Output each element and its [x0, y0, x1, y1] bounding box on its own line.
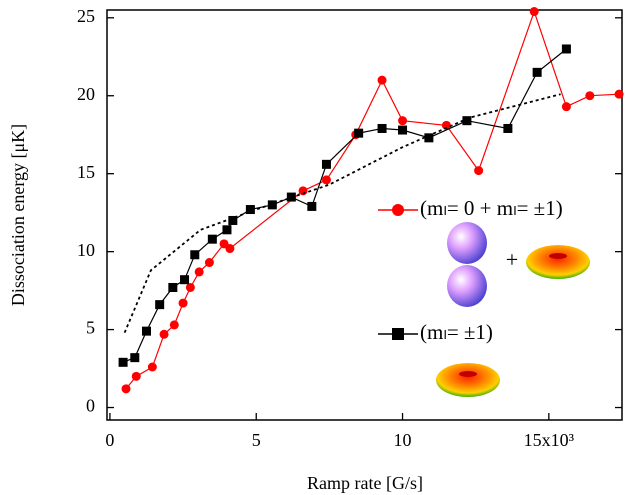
y-tick-label: 20 — [77, 84, 95, 104]
marker — [155, 300, 165, 310]
marker — [503, 123, 513, 133]
y-tick-label: 15 — [77, 162, 95, 182]
marker — [159, 329, 169, 339]
marker — [130, 353, 140, 363]
marker — [180, 275, 190, 285]
marker — [204, 258, 214, 268]
y-tick-label: 10 — [77, 240, 95, 260]
marker — [267, 200, 277, 210]
marker — [225, 244, 235, 254]
marker — [228, 215, 238, 225]
marker — [377, 75, 387, 85]
legend-label: (mₗ= ±1) — [420, 320, 493, 344]
series — [121, 7, 624, 394]
y-tick-label: 0 — [86, 396, 95, 416]
marker — [142, 326, 152, 336]
marker — [424, 133, 434, 143]
marker — [441, 120, 451, 130]
marker — [222, 225, 232, 235]
legend-entry: (mₗ= ±1) — [378, 320, 493, 344]
fit-line — [123, 93, 561, 334]
marker — [377, 123, 387, 133]
marker — [245, 205, 255, 215]
marker — [462, 116, 472, 126]
marker — [178, 298, 188, 308]
marker — [321, 175, 331, 185]
marker — [474, 166, 484, 176]
marker — [398, 116, 408, 126]
data-line — [125, 9, 620, 390]
y-tick-label: 5 — [86, 318, 95, 338]
marker — [194, 267, 204, 277]
series — [123, 93, 561, 334]
marker — [307, 201, 317, 211]
marker — [169, 320, 179, 330]
marker — [185, 282, 195, 292]
legend-marker — [392, 328, 404, 340]
marker — [207, 234, 217, 244]
marker — [561, 102, 571, 112]
marker — [585, 91, 595, 101]
x-tick-label: 15x10³ — [524, 430, 575, 450]
x-axis-label: Ramp rate [G/s] — [307, 473, 423, 493]
y-tick-label: 25 — [77, 6, 95, 26]
marker — [131, 371, 141, 381]
marker — [532, 67, 542, 77]
marker — [321, 159, 331, 169]
orbital-icons — [436, 222, 590, 397]
marker — [529, 7, 539, 17]
annotation: + — [506, 247, 518, 272]
marker — [561, 44, 571, 54]
y-axis-label: Dissociation energy [μK] — [8, 124, 28, 306]
marker — [118, 357, 128, 367]
legend-entry: (mₗ= 0 + mₗ= ±1) — [378, 196, 563, 220]
marker — [614, 89, 624, 99]
legend-label: (mₗ= 0 + mₗ= ±1) — [420, 196, 563, 220]
marker — [121, 384, 131, 394]
marker — [398, 125, 408, 135]
x-tick-label: 5 — [252, 430, 261, 450]
marker — [168, 282, 178, 292]
marker — [354, 128, 364, 138]
x-tick-label: 0 — [105, 430, 114, 450]
plot-frame — [106, 9, 623, 421]
legend-marker — [392, 204, 404, 216]
marker — [190, 250, 200, 260]
marker — [147, 362, 157, 372]
x-tick-label: 10 — [394, 430, 412, 450]
